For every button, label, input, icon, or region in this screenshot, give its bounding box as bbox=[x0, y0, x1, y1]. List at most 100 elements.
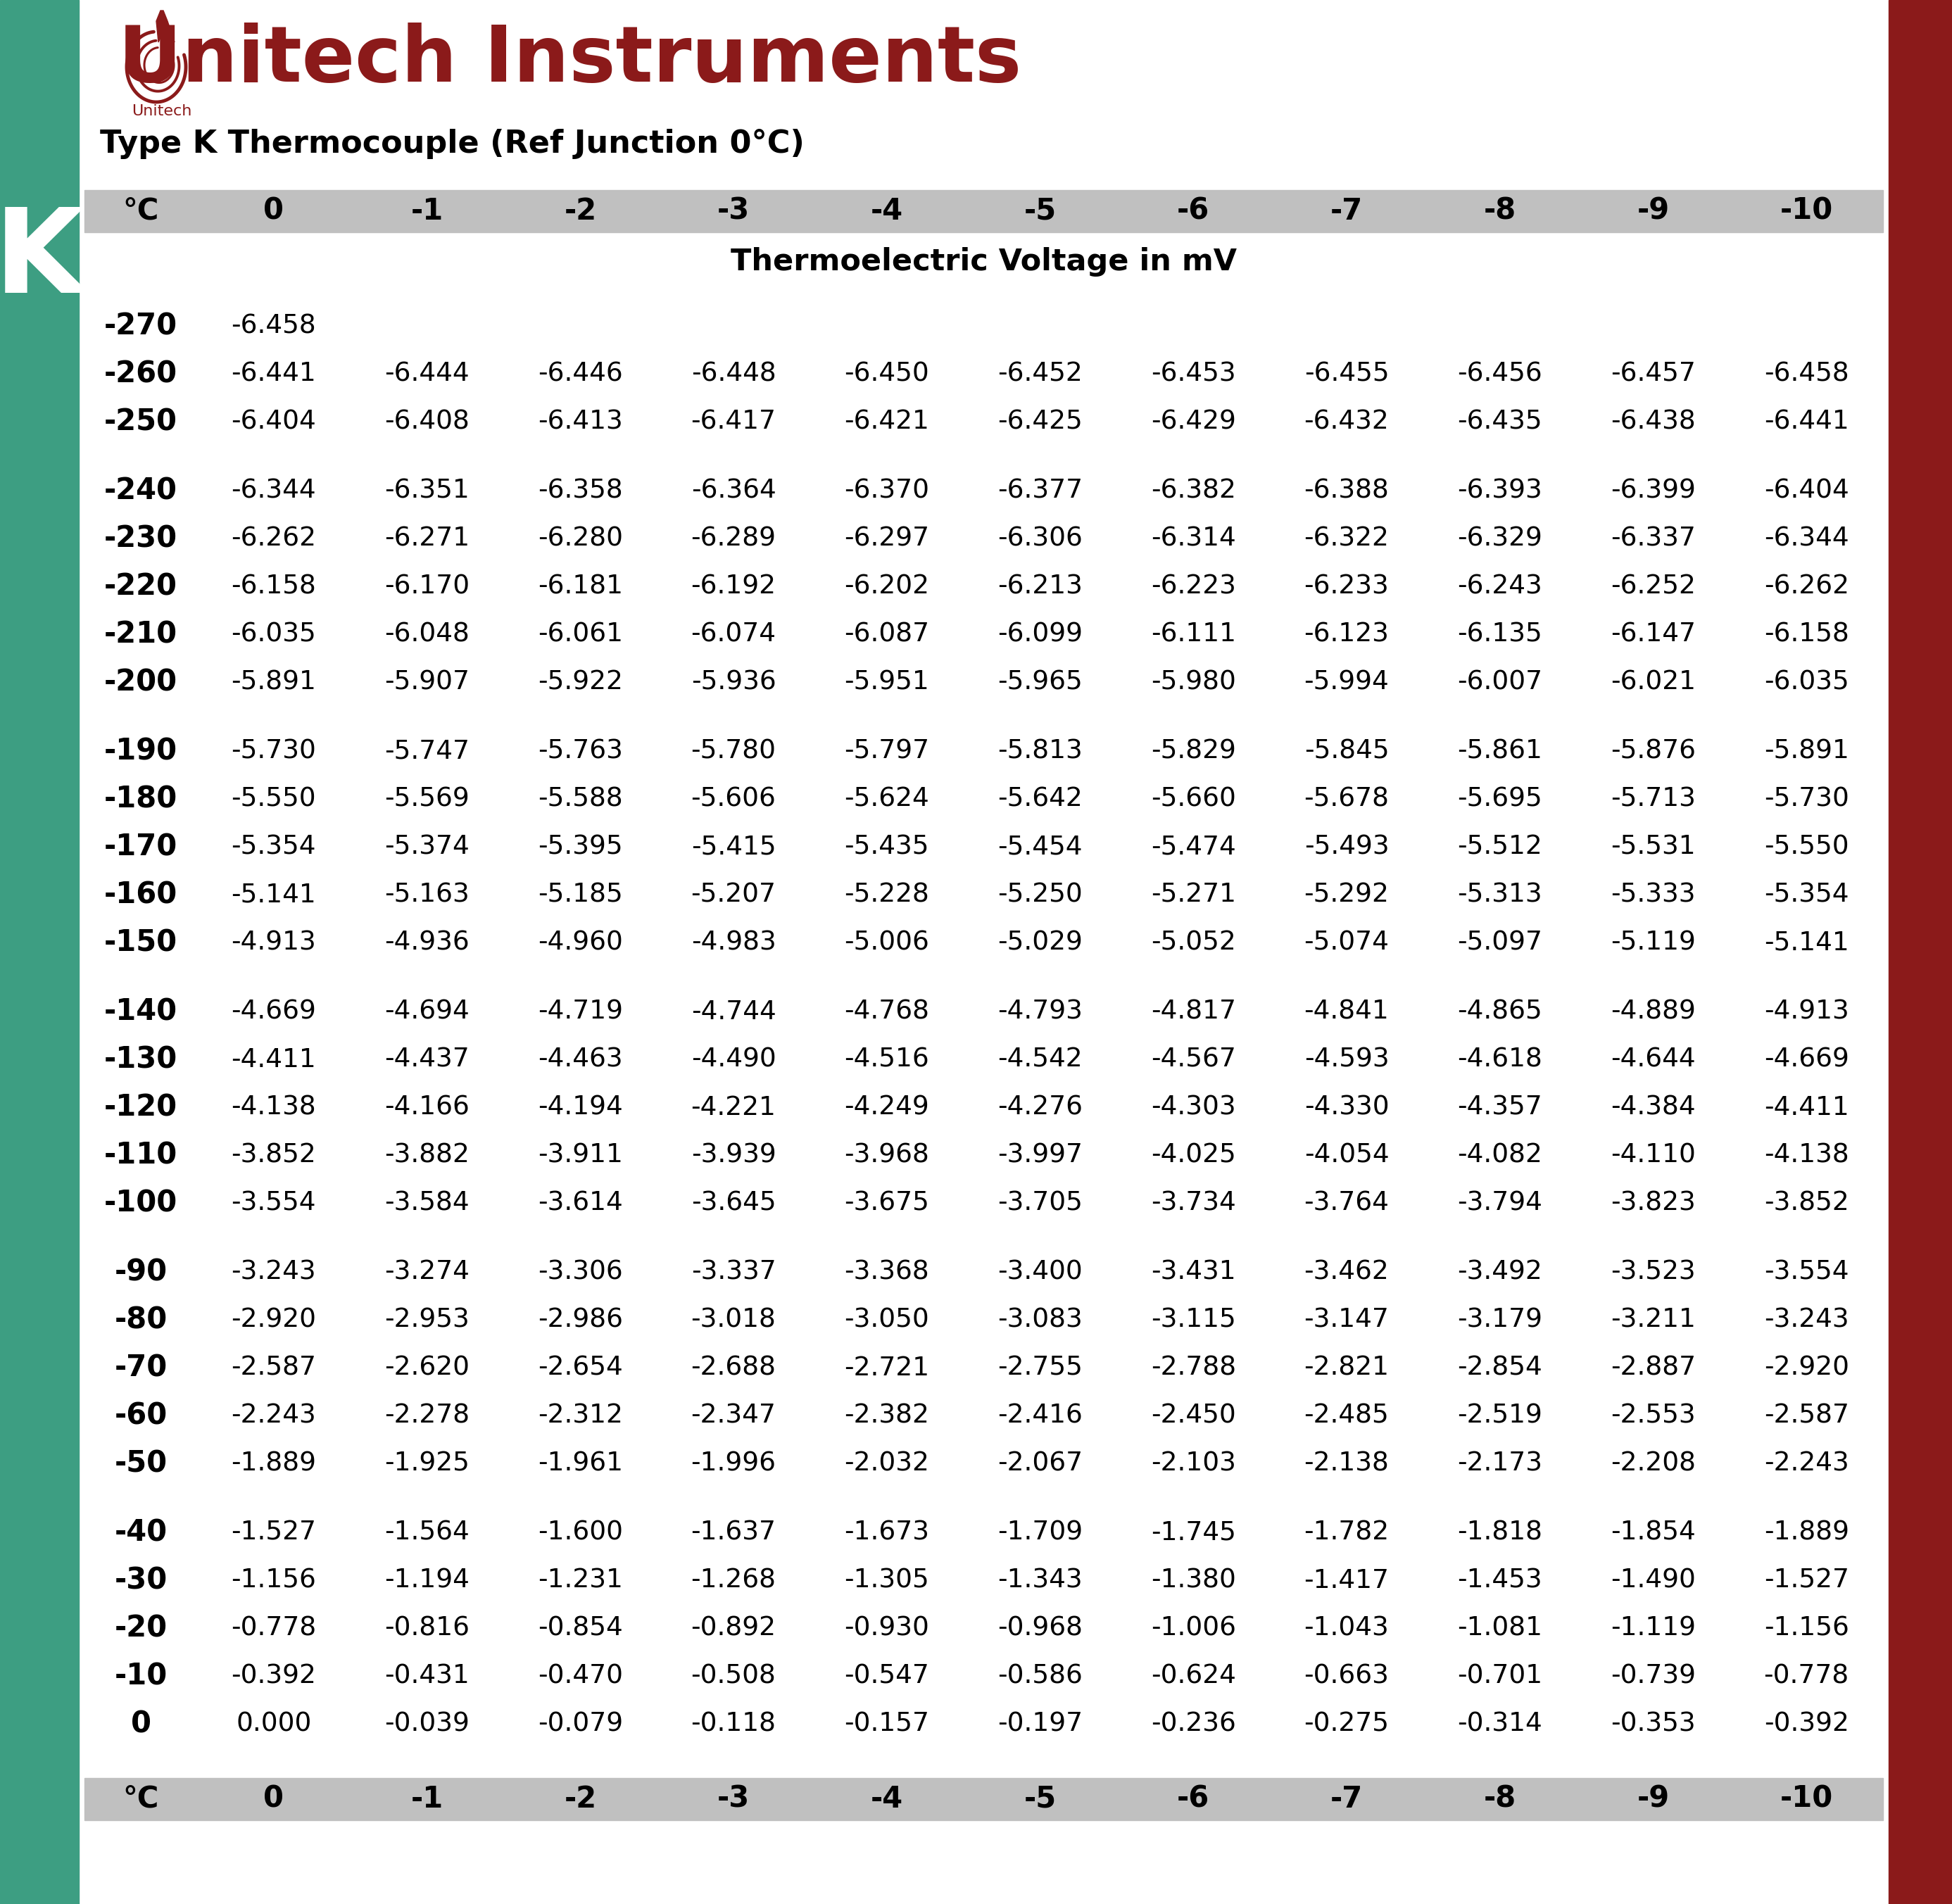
Text: -200: -200 bbox=[103, 668, 178, 697]
Text: -6.007: -6.007 bbox=[1458, 670, 1542, 695]
Text: -1.782: -1.782 bbox=[1304, 1521, 1390, 1546]
Text: -3.823: -3.823 bbox=[1610, 1192, 1696, 1217]
Text: -5.374: -5.374 bbox=[385, 834, 470, 861]
Text: Thermoelectric Voltage in mV: Thermoelectric Voltage in mV bbox=[730, 248, 1238, 276]
Text: -1.156: -1.156 bbox=[230, 1569, 316, 1594]
Text: -5.891: -5.891 bbox=[1765, 739, 1849, 764]
Text: -8: -8 bbox=[1484, 196, 1517, 227]
Text: -4.110: -4.110 bbox=[1610, 1142, 1696, 1169]
Text: -2.854: -2.854 bbox=[1458, 1356, 1542, 1380]
Text: -6.413: -6.413 bbox=[537, 409, 623, 434]
Text: -6.417: -6.417 bbox=[691, 409, 777, 434]
Text: -5.730: -5.730 bbox=[230, 739, 316, 764]
Text: -6.393: -6.393 bbox=[1458, 478, 1542, 505]
Text: -250: -250 bbox=[103, 407, 178, 438]
Text: -6.382: -6.382 bbox=[1152, 478, 1236, 505]
Text: -5: -5 bbox=[1023, 196, 1056, 227]
Text: -2.032: -2.032 bbox=[845, 1451, 929, 1478]
Text: -6.252: -6.252 bbox=[1610, 575, 1696, 600]
Text: -3.675: -3.675 bbox=[845, 1192, 929, 1217]
Text: -5.006: -5.006 bbox=[845, 931, 929, 956]
Text: -2.243: -2.243 bbox=[230, 1403, 316, 1428]
Text: -3.794: -3.794 bbox=[1458, 1192, 1542, 1217]
Text: -2.920: -2.920 bbox=[230, 1308, 316, 1333]
Text: -4.669: -4.669 bbox=[230, 1000, 316, 1024]
Text: -3.614: -3.614 bbox=[537, 1192, 623, 1217]
Text: -6.453: -6.453 bbox=[1152, 362, 1236, 387]
Text: -1.043: -1.043 bbox=[1304, 1616, 1390, 1641]
Text: -6.123: -6.123 bbox=[1304, 623, 1390, 647]
Text: -6.450: -6.450 bbox=[845, 362, 929, 387]
Text: -2.688: -2.688 bbox=[691, 1356, 777, 1380]
Text: -4.221: -4.221 bbox=[691, 1095, 777, 1121]
Text: -3.368: -3.368 bbox=[845, 1260, 929, 1285]
Text: -3.018: -3.018 bbox=[691, 1308, 777, 1333]
Text: -6.404: -6.404 bbox=[1765, 478, 1849, 505]
Text: -2.986: -2.986 bbox=[537, 1308, 623, 1333]
Text: -4.936: -4.936 bbox=[385, 931, 470, 956]
Text: -2.347: -2.347 bbox=[691, 1403, 777, 1428]
Text: -1.709: -1.709 bbox=[997, 1521, 1083, 1546]
Text: -6.448: -6.448 bbox=[691, 362, 777, 387]
Text: -0.197: -0.197 bbox=[997, 1712, 1083, 1736]
Text: -6.404: -6.404 bbox=[230, 409, 316, 434]
Text: -5.395: -5.395 bbox=[539, 834, 623, 861]
Text: -0.778: -0.778 bbox=[230, 1616, 316, 1641]
Text: -6.099: -6.099 bbox=[997, 623, 1083, 647]
Text: -5.980: -5.980 bbox=[1152, 670, 1236, 695]
Text: -5.730: -5.730 bbox=[1765, 786, 1849, 813]
Text: -6.444: -6.444 bbox=[385, 362, 468, 387]
Text: -5.415: -5.415 bbox=[691, 834, 777, 861]
Text: -1.417: -1.417 bbox=[1304, 1569, 1390, 1594]
Text: -6.074: -6.074 bbox=[691, 623, 777, 647]
Text: -3.492: -3.492 bbox=[1458, 1260, 1542, 1285]
Text: -5.951: -5.951 bbox=[845, 670, 929, 695]
Text: -5.695: -5.695 bbox=[1458, 786, 1542, 813]
Text: -3.882: -3.882 bbox=[385, 1142, 470, 1169]
Text: -3.306: -3.306 bbox=[537, 1260, 623, 1285]
Text: -5.250: -5.250 bbox=[997, 883, 1083, 908]
Text: -1.818: -1.818 bbox=[1458, 1521, 1542, 1546]
Text: -4.411: -4.411 bbox=[1765, 1095, 1849, 1121]
Text: -5.588: -5.588 bbox=[537, 786, 623, 813]
Text: -4.744: -4.744 bbox=[691, 1000, 777, 1024]
Text: -5.550: -5.550 bbox=[230, 786, 316, 813]
Text: -4.768: -4.768 bbox=[843, 1000, 929, 1024]
Text: -100: -100 bbox=[103, 1188, 178, 1219]
Text: -0.778: -0.778 bbox=[1765, 1664, 1849, 1689]
Text: -6.306: -6.306 bbox=[997, 527, 1083, 552]
Text: -3.243: -3.243 bbox=[230, 1260, 316, 1285]
Text: -3.400: -3.400 bbox=[997, 1260, 1083, 1285]
Text: -5.813: -5.813 bbox=[997, 739, 1083, 764]
Text: -3.431: -3.431 bbox=[1152, 1260, 1236, 1285]
Text: -4.082: -4.082 bbox=[1458, 1142, 1542, 1169]
Text: -5.713: -5.713 bbox=[1610, 786, 1696, 813]
Text: -0.079: -0.079 bbox=[537, 1712, 623, 1736]
Text: -4.054: -4.054 bbox=[1304, 1142, 1390, 1169]
Text: -4.817: -4.817 bbox=[1152, 1000, 1236, 1024]
Text: -3.274: -3.274 bbox=[385, 1260, 470, 1285]
Text: -20: -20 bbox=[115, 1615, 168, 1643]
Text: -5.876: -5.876 bbox=[1610, 739, 1696, 764]
Text: -2.138: -2.138 bbox=[1304, 1451, 1390, 1478]
Text: -3.083: -3.083 bbox=[997, 1308, 1083, 1333]
Text: -0.039: -0.039 bbox=[385, 1712, 470, 1736]
Text: -4.357: -4.357 bbox=[1458, 1095, 1542, 1121]
Text: -0.392: -0.392 bbox=[1765, 1712, 1849, 1736]
Text: -5.435: -5.435 bbox=[845, 834, 929, 861]
Text: -6.322: -6.322 bbox=[1304, 527, 1390, 552]
Text: -130: -130 bbox=[103, 1045, 178, 1076]
Text: -3.764: -3.764 bbox=[1304, 1192, 1390, 1217]
Text: -6.297: -6.297 bbox=[843, 527, 929, 552]
Text: -0.314: -0.314 bbox=[1458, 1712, 1542, 1736]
Text: -1.673: -1.673 bbox=[843, 1521, 929, 1546]
Text: -0.701: -0.701 bbox=[1458, 1664, 1542, 1689]
Text: -2.654: -2.654 bbox=[537, 1356, 623, 1380]
Bar bbox=[84, 190, 1884, 232]
Text: -4.166: -4.166 bbox=[385, 1095, 470, 1121]
Text: -6.458: -6.458 bbox=[1765, 362, 1849, 387]
Text: -3.147: -3.147 bbox=[1304, 1308, 1390, 1333]
Text: -5.891: -5.891 bbox=[230, 670, 316, 695]
Text: -6.021: -6.021 bbox=[1610, 670, 1696, 695]
Text: -1.006: -1.006 bbox=[1152, 1616, 1236, 1641]
